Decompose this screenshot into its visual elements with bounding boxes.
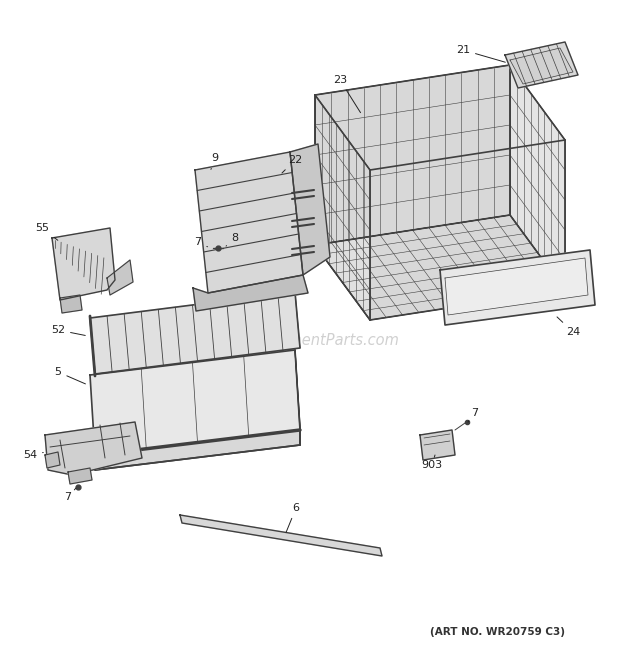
Polygon shape bbox=[315, 215, 565, 320]
Polygon shape bbox=[68, 468, 92, 484]
Text: 8: 8 bbox=[226, 233, 239, 246]
Text: 55: 55 bbox=[35, 223, 58, 241]
Polygon shape bbox=[52, 228, 115, 300]
Polygon shape bbox=[510, 65, 565, 290]
Text: 7: 7 bbox=[468, 408, 479, 422]
Text: (ART NO. WR20759 C3): (ART NO. WR20759 C3) bbox=[430, 627, 565, 637]
Text: 52: 52 bbox=[51, 325, 86, 335]
Text: 5: 5 bbox=[55, 367, 86, 384]
Polygon shape bbox=[193, 275, 308, 311]
Polygon shape bbox=[315, 65, 510, 245]
Text: 24: 24 bbox=[557, 317, 580, 337]
Polygon shape bbox=[45, 452, 60, 468]
Polygon shape bbox=[90, 292, 300, 374]
Text: eReplacementParts.com: eReplacementParts.com bbox=[221, 332, 399, 348]
Polygon shape bbox=[510, 48, 573, 84]
Text: 22: 22 bbox=[282, 155, 302, 173]
Polygon shape bbox=[505, 42, 578, 88]
Polygon shape bbox=[90, 350, 300, 455]
Text: 9: 9 bbox=[211, 153, 219, 169]
Text: 7: 7 bbox=[64, 488, 76, 502]
Polygon shape bbox=[315, 95, 370, 320]
Polygon shape bbox=[107, 260, 133, 295]
Text: 23: 23 bbox=[333, 75, 360, 112]
Polygon shape bbox=[290, 144, 330, 275]
Polygon shape bbox=[195, 152, 303, 293]
Text: 6: 6 bbox=[286, 503, 299, 532]
Text: 903: 903 bbox=[422, 455, 443, 470]
Polygon shape bbox=[60, 295, 82, 313]
Polygon shape bbox=[180, 515, 382, 556]
Text: 21: 21 bbox=[456, 45, 505, 62]
Polygon shape bbox=[95, 430, 300, 470]
Polygon shape bbox=[440, 250, 595, 325]
Polygon shape bbox=[295, 350, 300, 445]
Text: 7: 7 bbox=[195, 237, 208, 247]
Polygon shape bbox=[420, 430, 455, 460]
Text: 54: 54 bbox=[23, 450, 43, 460]
Polygon shape bbox=[445, 258, 588, 315]
Polygon shape bbox=[45, 422, 142, 475]
